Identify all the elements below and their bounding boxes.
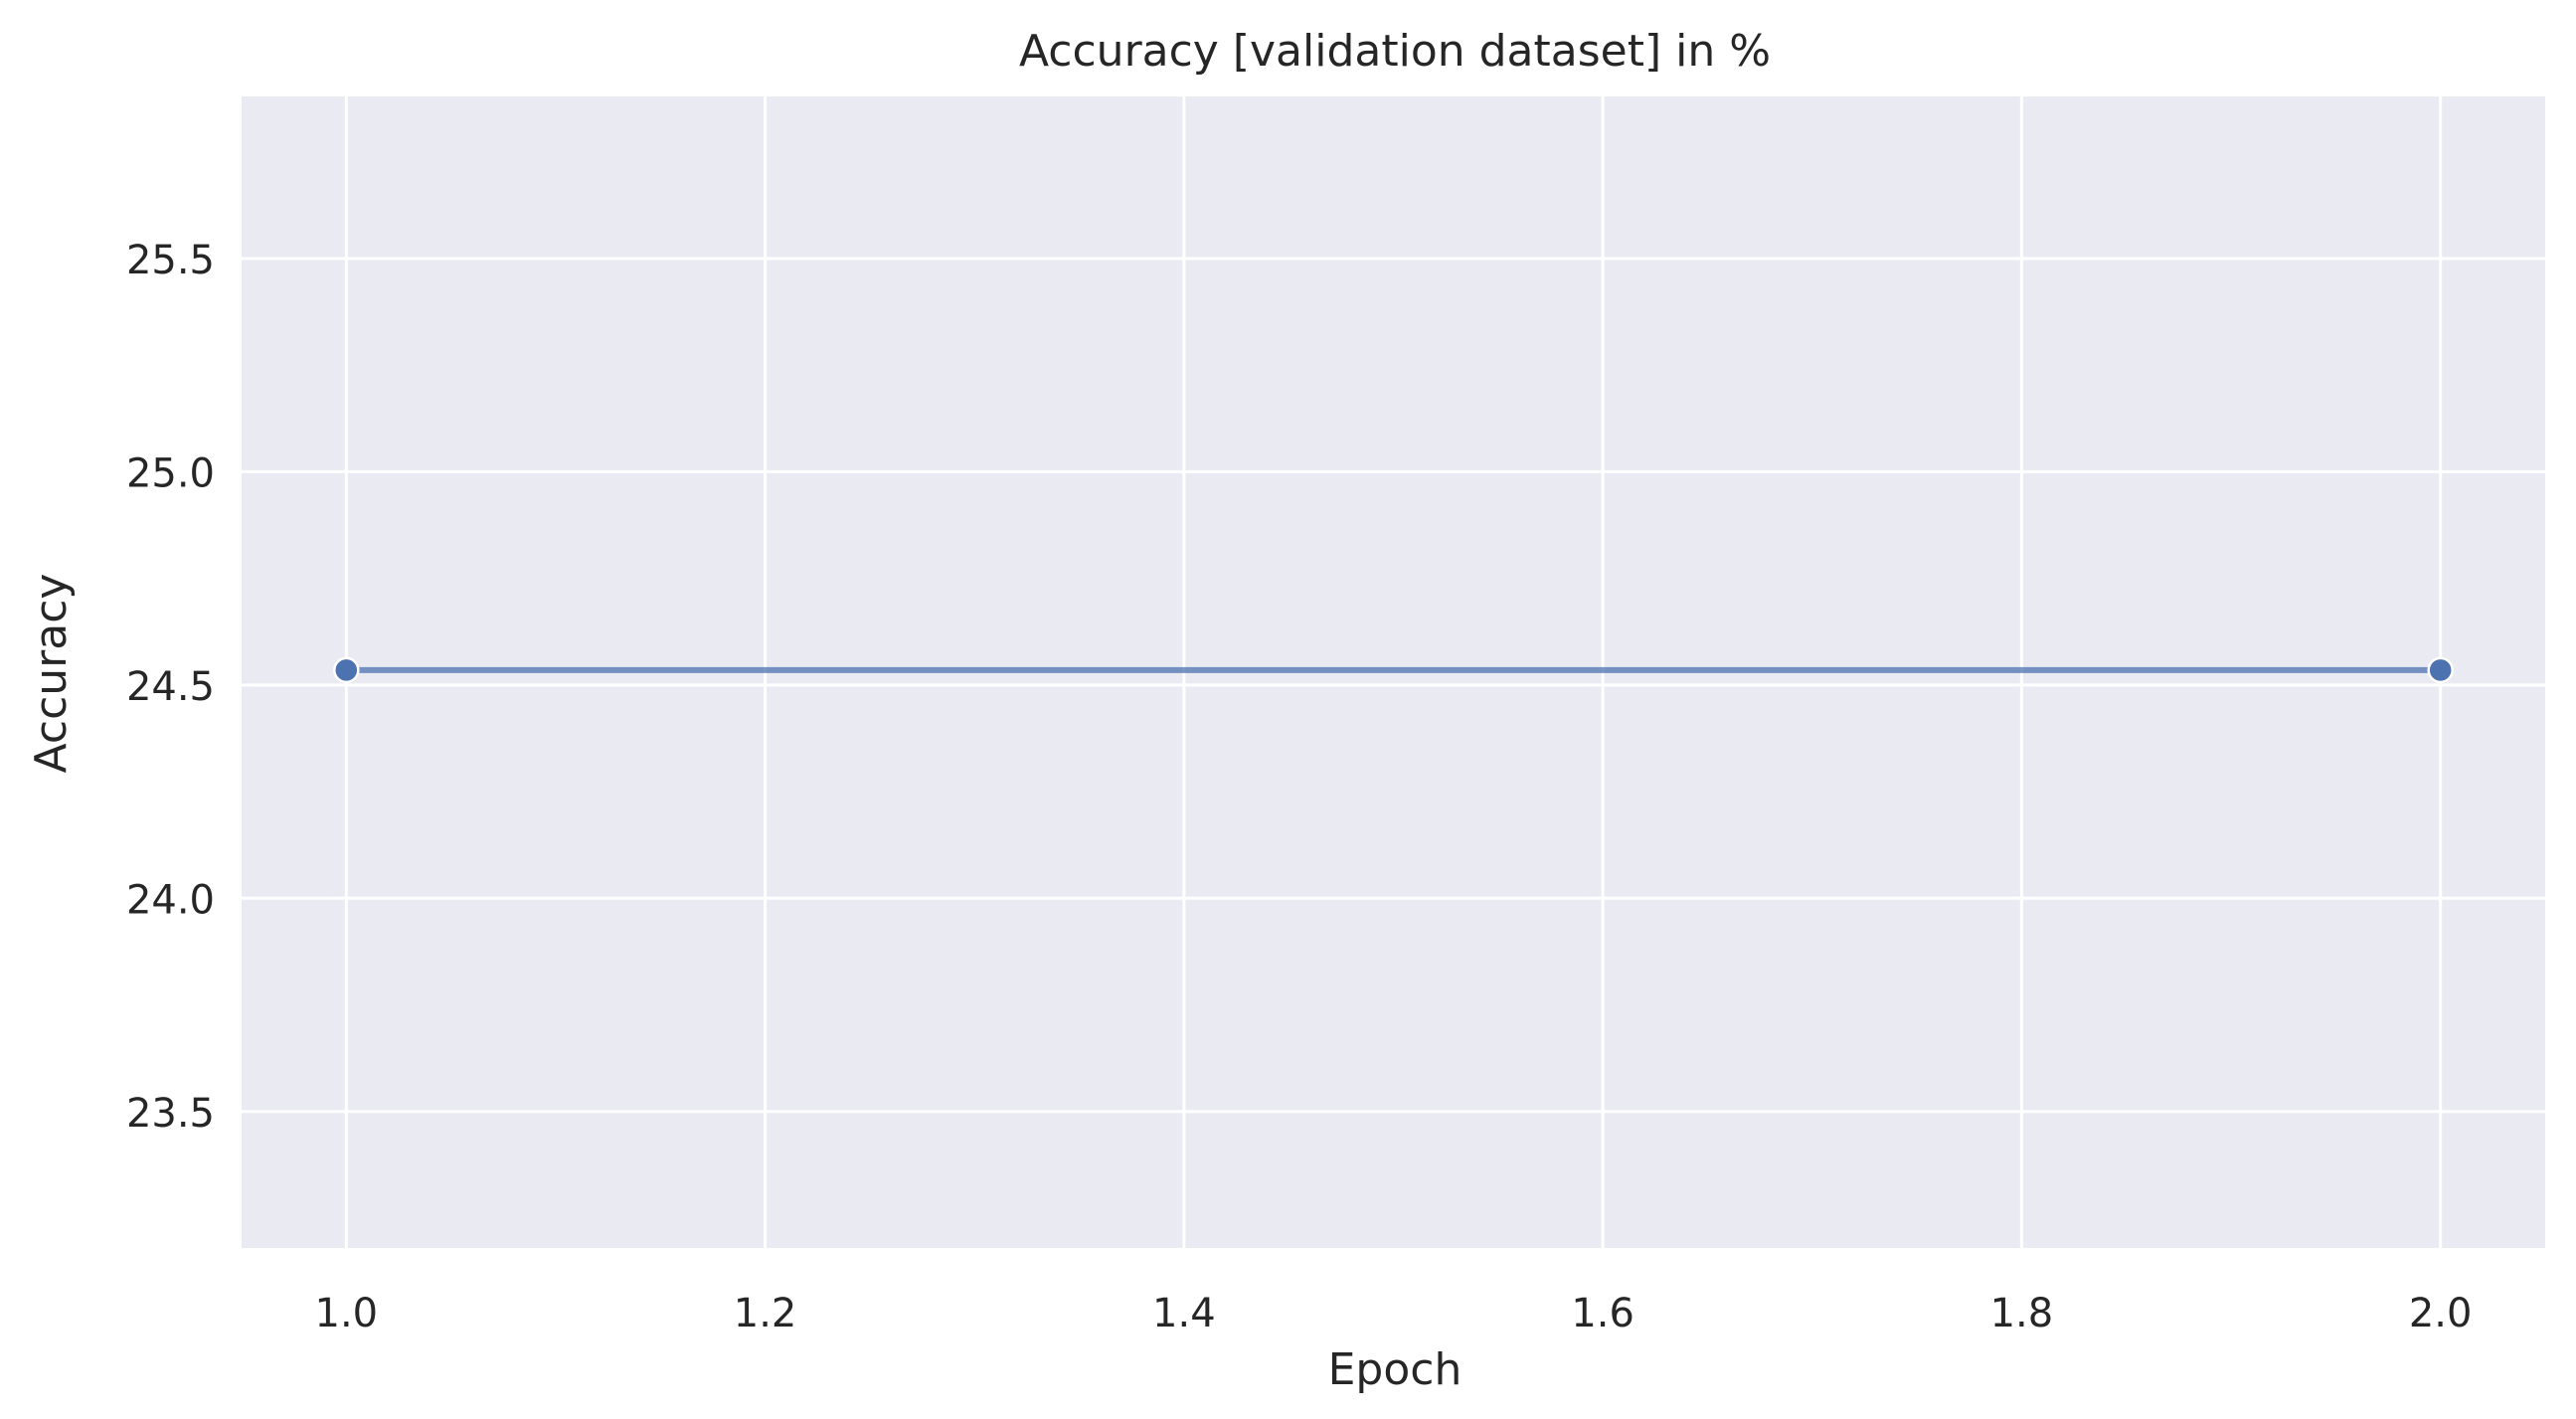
x-tick-label: 1.6 xyxy=(1571,1291,1634,1336)
data-point-marker xyxy=(333,656,360,684)
x-tick-label: 2.0 xyxy=(2409,1291,2473,1336)
y-tick-label: 23.5 xyxy=(126,1091,215,1137)
x-tick-label: 1.4 xyxy=(1152,1291,1216,1336)
data-point-marker xyxy=(2427,656,2454,684)
chart-title: Accuracy [validation dataset] in % xyxy=(1019,26,1771,77)
y-tick-label: 25.5 xyxy=(126,238,215,283)
y-axis-label: Accuracy xyxy=(26,574,77,774)
x-tick-label: 1.0 xyxy=(315,1291,379,1336)
y-tick-label: 25.0 xyxy=(126,450,215,496)
series-layer xyxy=(333,656,2454,684)
x-axis-ticks: 1.0 1.2 1.4 1.6 1.8 2.0 xyxy=(315,1291,2473,1336)
x-tick-label: 1.2 xyxy=(734,1291,797,1336)
y-tick-label: 24.5 xyxy=(126,664,215,710)
x-axis-label: Epoch xyxy=(1328,1344,1462,1395)
y-tick-label: 24.0 xyxy=(126,877,215,923)
y-axis-ticks: 23.5 24.0 24.5 25.0 25.5 xyxy=(126,238,215,1137)
x-tick-label: 1.8 xyxy=(1990,1291,2054,1336)
